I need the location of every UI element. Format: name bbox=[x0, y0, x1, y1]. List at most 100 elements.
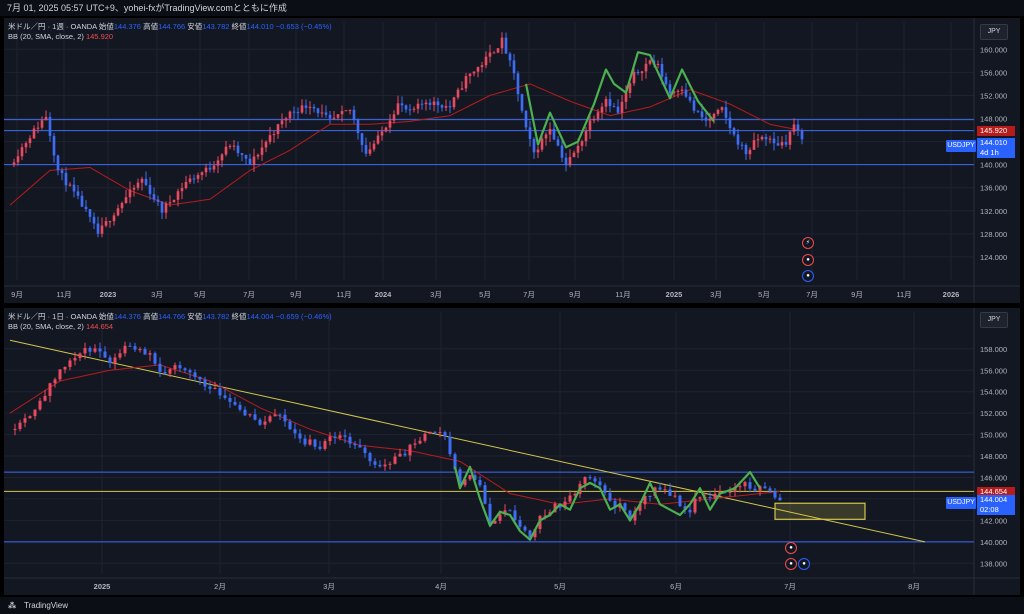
candle-body bbox=[96, 223, 100, 234]
candle-body bbox=[164, 203, 168, 213]
weekly-chart-canvas[interactable]: 124.000 128.000 132.000 136.000 140.000 144.0… bbox=[4, 18, 1020, 303]
candle-body bbox=[643, 496, 647, 505]
candle-body bbox=[176, 191, 180, 200]
candle-body bbox=[768, 138, 772, 140]
y-tick-label: 138.000 bbox=[980, 559, 1007, 568]
y-tick-label: 124.000 bbox=[980, 253, 1007, 262]
y-tick-label: 136.000 bbox=[980, 184, 1007, 193]
us-flag-icon[interactable]: ● bbox=[798, 558, 810, 570]
candle-body bbox=[168, 369, 172, 374]
candle-body bbox=[633, 510, 637, 521]
weekly-chart-panel[interactable]: 米ドル／円 · 1週 · OANDA 始値144.376 高値144.766 安… bbox=[4, 18, 1020, 303]
candle-body bbox=[428, 102, 432, 105]
candle-body bbox=[128, 345, 132, 347]
candle-body bbox=[44, 116, 48, 121]
candle-body bbox=[313, 439, 317, 447]
bb-indicator-label[interactable]: BB (20, SMA, close, 2) bbox=[8, 322, 84, 331]
candle-body bbox=[324, 112, 328, 115]
y-tick-label: 156.000 bbox=[980, 366, 1007, 375]
tradingview-logo-icon: ⁂ bbox=[8, 601, 17, 610]
candle-body bbox=[140, 178, 144, 183]
candle-body bbox=[320, 112, 324, 114]
candle-body bbox=[524, 110, 528, 128]
candle-body bbox=[593, 478, 597, 482]
candle-body bbox=[43, 395, 47, 401]
candle-body bbox=[218, 387, 222, 396]
candle-body bbox=[338, 435, 342, 438]
candle-body bbox=[108, 221, 112, 223]
candle-body bbox=[688, 96, 692, 101]
candle-body bbox=[376, 135, 380, 144]
candle-body bbox=[748, 482, 752, 489]
lightning-icon[interactable]: ⚡ bbox=[802, 237, 814, 249]
high-label: 高値 bbox=[143, 312, 159, 321]
candle-body bbox=[132, 187, 136, 190]
candle-body bbox=[228, 145, 232, 147]
daily-chart-canvas[interactable]: 138.000140.000142.000144.000146.000148.0… bbox=[4, 308, 1020, 595]
candle-body bbox=[173, 365, 177, 370]
candle-body bbox=[128, 189, 132, 198]
x-tick-label: 11月 bbox=[56, 290, 71, 299]
daily-chart-panel[interactable]: 米ドル／円 · 1日 · OANDA 始値144.376 高値144.766 安… bbox=[4, 308, 1020, 595]
candle-body bbox=[628, 83, 632, 93]
candle-body bbox=[204, 167, 208, 173]
symbol-label[interactable]: 米ドル／円 · 1週 · OANDA bbox=[8, 22, 97, 31]
candle-body bbox=[743, 482, 747, 487]
candle-body bbox=[772, 138, 776, 144]
candle-body bbox=[253, 414, 257, 420]
candle-body bbox=[318, 446, 322, 449]
candle-body bbox=[68, 360, 72, 367]
bb-indicator-label[interactable]: BB (20, SMA, close, 2) bbox=[8, 32, 84, 41]
candle-body bbox=[588, 477, 592, 479]
x-tick-label: 7月 bbox=[243, 290, 255, 299]
candle-body bbox=[378, 464, 382, 467]
candle-body bbox=[180, 188, 184, 192]
candle-body bbox=[712, 113, 716, 119]
event-flag-icon[interactable]: ● bbox=[785, 542, 797, 554]
high-value: 144.766 bbox=[158, 22, 186, 31]
candle-body bbox=[224, 146, 228, 155]
event-flag-icon[interactable]: ● bbox=[802, 254, 814, 266]
candle-body bbox=[208, 167, 212, 170]
us-flag-icon[interactable]: ● bbox=[802, 270, 814, 282]
candle-body bbox=[468, 73, 472, 77]
candle-body bbox=[528, 127, 532, 139]
candle-body bbox=[572, 152, 576, 158]
candle-body bbox=[568, 495, 572, 502]
currency-button[interactable]: JPY bbox=[980, 24, 1008, 40]
candle-body bbox=[640, 71, 644, 74]
candle-body bbox=[133, 346, 137, 350]
candle-body bbox=[680, 89, 684, 91]
candle-body bbox=[163, 371, 167, 374]
candle-body bbox=[304, 105, 308, 108]
candle-body bbox=[460, 88, 464, 90]
candle-body bbox=[56, 155, 60, 171]
candle-body bbox=[228, 397, 232, 402]
candle-body bbox=[543, 515, 547, 517]
candle-body bbox=[760, 136, 764, 140]
candle-body bbox=[483, 485, 487, 504]
tradingview-footer[interactable]: ⁂ TradingView bbox=[0, 597, 1024, 614]
candle-body bbox=[268, 135, 272, 142]
candle-body bbox=[336, 114, 340, 118]
open-label: 始値 bbox=[98, 22, 114, 31]
open-value: 144.376 bbox=[113, 22, 141, 31]
candle-body bbox=[683, 506, 687, 510]
candle-body bbox=[178, 365, 182, 369]
candle-body bbox=[628, 510, 632, 521]
candle-body bbox=[158, 363, 162, 372]
candle-body bbox=[138, 349, 142, 351]
currency-button[interactable]: JPY bbox=[980, 312, 1008, 328]
candle-body bbox=[203, 379, 207, 387]
candle-body bbox=[603, 485, 607, 493]
event-flag-icon-2[interactable]: ● bbox=[785, 558, 797, 570]
symbol-label[interactable]: 米ドル／円 · 1日 · OANDA bbox=[8, 312, 97, 321]
candle-body bbox=[220, 154, 224, 161]
candle-body bbox=[118, 353, 122, 358]
candle-body bbox=[393, 456, 397, 464]
y-tick-label: 152.000 bbox=[980, 91, 1007, 100]
x-tick-label: 11月 bbox=[336, 290, 351, 299]
chart-info-bar: 7月 01, 2025 05:57 UTC+9、yohei-fxがTrading… bbox=[0, 0, 1024, 16]
y-tick-label: 160.000 bbox=[980, 45, 1007, 54]
bb-price-tag: 144.654 bbox=[977, 486, 1015, 497]
